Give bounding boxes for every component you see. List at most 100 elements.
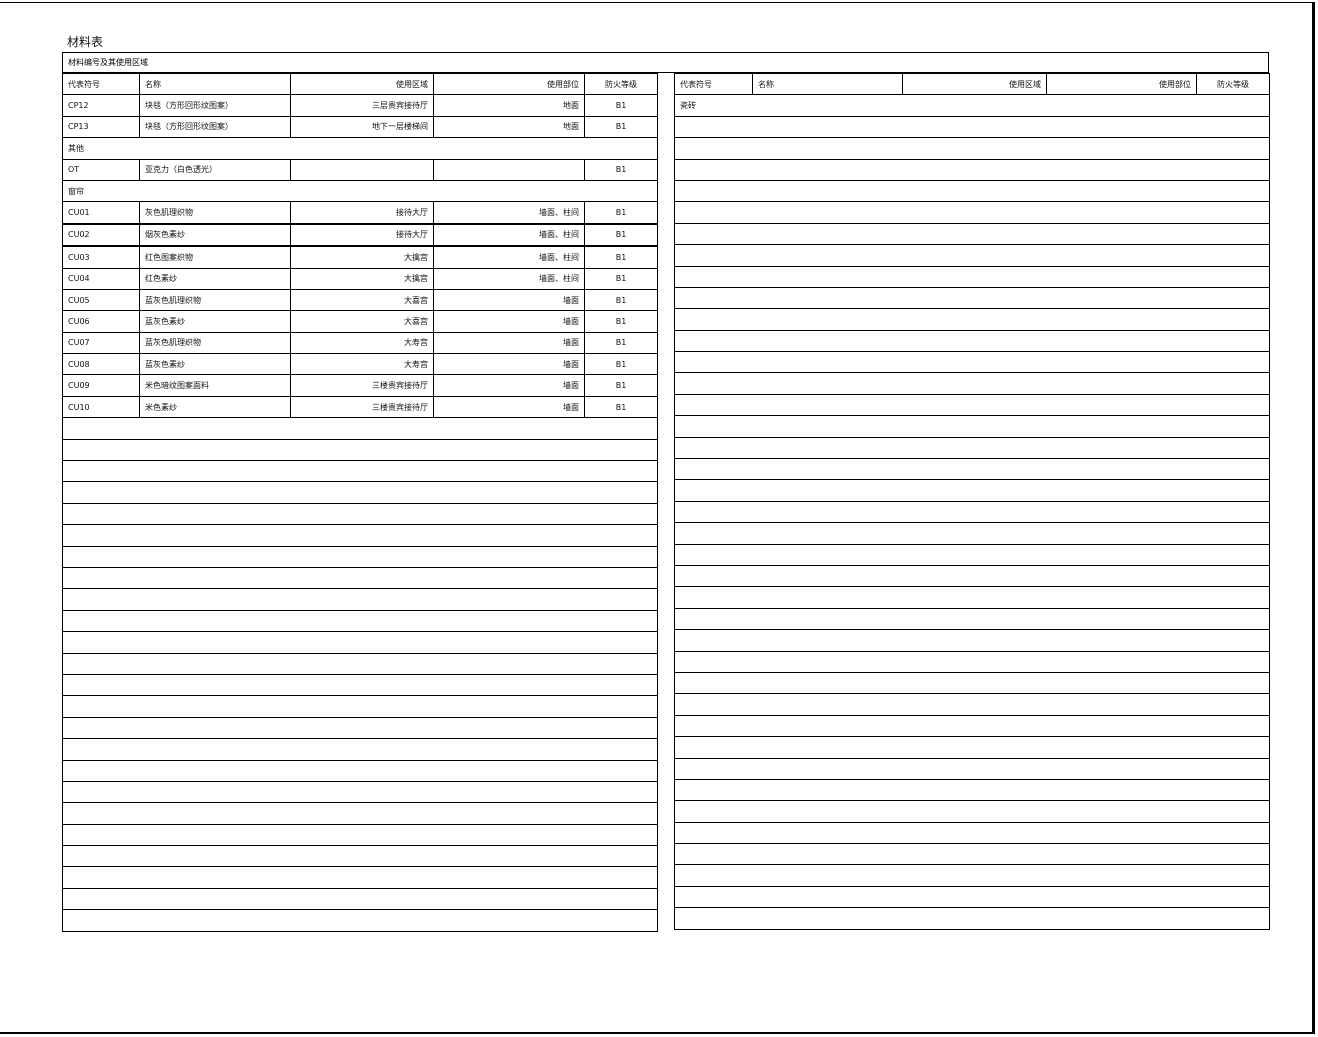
empty-row xyxy=(62,738,658,761)
material-code-badge: CU09 xyxy=(68,381,90,390)
material-code-badge: CU03 xyxy=(68,253,90,262)
code-prefix: CU xyxy=(68,295,80,305)
empty-row xyxy=(674,479,1270,502)
empty-cell xyxy=(290,652,434,675)
empty-cell xyxy=(1196,372,1270,395)
material-code-badge: CU07 xyxy=(68,338,90,347)
empty-row xyxy=(674,158,1270,181)
fire-rating-cell: B1 xyxy=(584,245,658,269)
empty-row xyxy=(62,438,658,462)
empty-row xyxy=(674,308,1270,331)
empty-cell xyxy=(1046,158,1197,181)
empty-cell xyxy=(290,673,434,697)
code-prefix: CU xyxy=(68,230,80,240)
empty-cell xyxy=(62,481,140,504)
empty-row xyxy=(674,522,1270,545)
empty-cell xyxy=(1196,351,1270,374)
area-cell: 地下一层楼梯间 xyxy=(290,115,434,139)
name-cell: 烟灰色素纱 xyxy=(139,222,291,247)
empty-cell xyxy=(584,738,658,761)
name-cell: 米色素纱 xyxy=(139,395,291,419)
empty-cell xyxy=(674,736,753,759)
section-row: 瓷砖 xyxy=(674,94,1270,117)
empty-cell xyxy=(139,673,291,697)
empty-cell xyxy=(674,115,753,139)
code-prefix: CU xyxy=(68,359,80,369)
empty-cell xyxy=(1046,693,1197,716)
empty-cell xyxy=(139,609,291,633)
name-cell: 蓝灰色素纱 xyxy=(139,310,291,333)
material-code-badge: CU10 xyxy=(68,403,90,412)
table-band-title: 材料编号及其使用区域 xyxy=(62,52,1269,73)
empty-cell xyxy=(290,823,434,847)
empty-cell xyxy=(433,716,585,740)
name-cell: 块毯（方形回形纹图案） xyxy=(139,115,291,139)
empty-row xyxy=(674,650,1270,673)
empty-row xyxy=(62,673,658,697)
part-cell: 墙面 xyxy=(433,374,585,397)
empty-cell xyxy=(674,222,753,246)
empty-row xyxy=(674,329,1270,353)
empty-cell xyxy=(1196,607,1270,631)
empty-cell xyxy=(752,115,903,139)
empty-cell xyxy=(1046,351,1197,374)
empty-cell xyxy=(1046,885,1197,909)
empty-cell xyxy=(752,222,903,246)
empty-cell xyxy=(902,415,1047,438)
empty-cell xyxy=(1196,201,1270,224)
part-cell: 墙面 xyxy=(433,353,585,376)
empty-cell xyxy=(433,652,585,675)
empty-cell xyxy=(62,823,140,847)
area-cell xyxy=(290,158,434,181)
fire-rating-cell: B1 xyxy=(584,115,658,139)
empty-cell xyxy=(902,308,1047,331)
empty-cell xyxy=(1046,372,1197,395)
header-cell: 使用部位 xyxy=(433,72,585,96)
empty-cell xyxy=(433,866,585,889)
code-number: 10 xyxy=(79,402,90,412)
empty-row xyxy=(674,201,1270,224)
empty-cell xyxy=(1046,458,1197,481)
section-label: 窗帘 xyxy=(62,179,658,203)
empty-cell xyxy=(752,479,903,502)
empty-row xyxy=(62,802,658,825)
sheet-border-right xyxy=(1313,2,1315,1033)
empty-cell xyxy=(433,823,585,847)
code-prefix: CP xyxy=(68,122,79,132)
fire-rating-cell: B1 xyxy=(584,267,658,290)
empty-cell xyxy=(752,286,903,310)
code-number: 12 xyxy=(78,101,89,111)
empty-cell xyxy=(752,265,903,288)
empty-cell xyxy=(62,866,140,889)
empty-cell xyxy=(290,545,434,568)
empty-cell xyxy=(674,885,753,909)
empty-cell xyxy=(139,545,291,568)
empty-row xyxy=(674,629,1270,652)
empty-cell xyxy=(902,393,1047,417)
empty-cell xyxy=(433,438,585,462)
table-row: CU02 烟灰色素纱 接待大厅 墙面、柱间 B1 xyxy=(62,222,658,247)
material-code-badge: CP12 xyxy=(68,101,89,110)
empty-row xyxy=(674,800,1270,823)
empty-cell xyxy=(584,759,658,782)
code-cell: CU04 xyxy=(62,267,140,290)
empty-cell xyxy=(139,695,291,718)
empty-cell xyxy=(752,543,903,566)
empty-cell xyxy=(139,866,291,889)
empty-cell xyxy=(584,845,658,868)
empty-cell xyxy=(584,481,658,504)
empty-cell xyxy=(674,800,753,823)
table-row: CU10 米色素纱 三楼贵宾接待厅 墙面 B1 xyxy=(62,395,658,419)
empty-cell xyxy=(290,460,434,483)
empty-cell xyxy=(139,588,291,611)
empty-cell xyxy=(1196,586,1270,609)
empty-row xyxy=(674,286,1270,310)
empty-row xyxy=(674,137,1270,160)
empty-cell xyxy=(1196,714,1270,738)
empty-row xyxy=(62,460,658,483)
empty-cell xyxy=(674,458,753,481)
empty-row xyxy=(62,481,658,504)
code-cell: CU06 xyxy=(62,310,140,333)
empty-row xyxy=(62,759,658,782)
